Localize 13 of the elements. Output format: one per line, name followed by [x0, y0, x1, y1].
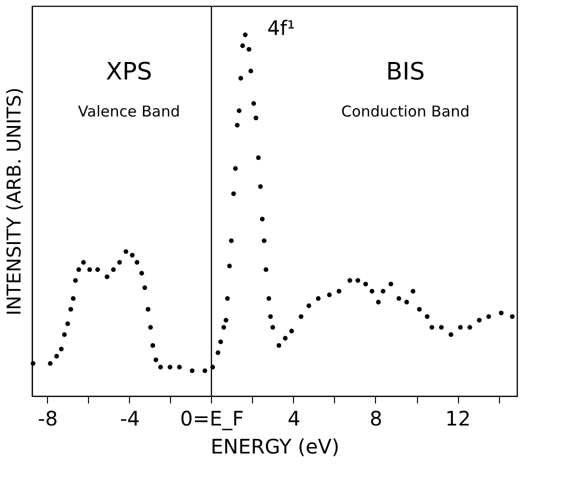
x-tick-label: -8 [38, 406, 58, 430]
annotation: Conduction Band [341, 102, 470, 120]
x-tick-label: 0=E_F [180, 406, 244, 430]
annotation: BIS [386, 57, 425, 86]
x-tick-label: -4 [120, 406, 140, 430]
x-axis-title: ENERGY (eV) [210, 434, 340, 458]
x-tick-label: 4 [288, 406, 300, 430]
annotation: 4f¹ [267, 16, 296, 40]
annotation: Valence Band [78, 102, 180, 120]
x-tick-label: 8 [370, 406, 382, 430]
annotation: XPS [106, 57, 152, 86]
x-tick-label: 12 [445, 406, 471, 430]
y-axis-title: INTENSITY (ARB. UNITS) [4, 87, 26, 316]
